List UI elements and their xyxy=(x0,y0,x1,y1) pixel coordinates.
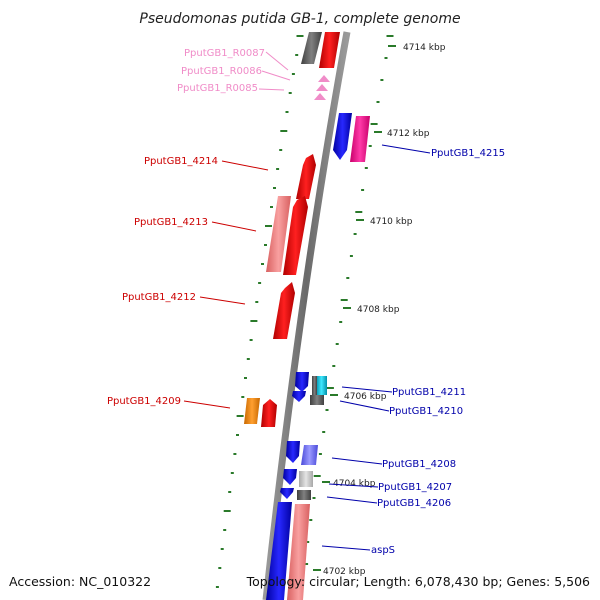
connector-line xyxy=(321,545,371,551)
kbp-tick-label: 4706 kbp xyxy=(344,392,387,402)
feature-cds-reverse xyxy=(283,469,297,485)
feature-label[interactable]: PputGB1_4215 xyxy=(431,148,505,159)
kbp-tick-label: 4704 kbp xyxy=(333,479,376,489)
labels-right: PputGB1_4215 PputGB1_4211 PputGB1_4210 P… xyxy=(371,148,505,556)
connector-line xyxy=(258,88,285,91)
feature-cds-forward xyxy=(319,32,340,68)
label-connectors xyxy=(183,51,431,551)
feature-label[interactable]: PputGB1_4212 xyxy=(122,292,196,303)
feature-label[interactable]: PputGB1_4208 xyxy=(382,459,456,470)
feature-dark-gray xyxy=(310,395,324,405)
tick-ring-right xyxy=(300,35,394,587)
feature-cds-reverse xyxy=(266,502,292,600)
kbp-scale: 4714 kbp 4712 kbp 4710 kbp 4708 kbp 4706… xyxy=(313,43,446,577)
connector-line xyxy=(328,483,379,488)
connector-line xyxy=(326,496,378,504)
genome-backbone xyxy=(262,31,351,600)
feature-label[interactable]: PputGB1_4207 xyxy=(378,482,452,493)
feature-label[interactable]: PputGB1_4209 xyxy=(107,396,181,407)
kbp-tick-label: 4708 kbp xyxy=(357,305,400,315)
connector-line xyxy=(221,160,269,171)
feature-rna xyxy=(316,84,328,91)
connector-line xyxy=(211,221,257,232)
feature-cyan xyxy=(316,376,327,395)
feature-cds-reverse xyxy=(286,441,300,463)
feature-label[interactable]: aspS xyxy=(371,545,395,556)
map-title: Pseudomonas putida GB-1, complete genome xyxy=(139,11,460,27)
connector-line xyxy=(339,400,390,412)
feature-label[interactable]: PputGB1_R0085 xyxy=(177,83,258,94)
feature-label[interactable]: PputGB1_4210 xyxy=(389,406,463,417)
feature-cds-reverse xyxy=(280,488,294,499)
feature-label[interactable]: PputGB1_4211 xyxy=(392,387,466,398)
kbp-tick-label: 4710 kbp xyxy=(370,217,413,227)
feature-cds-reverse-light xyxy=(301,445,318,465)
feature-label[interactable]: PputGB1_4213 xyxy=(134,217,208,228)
feature-rna xyxy=(318,75,330,82)
connector-line xyxy=(265,51,289,71)
feature-light-gray xyxy=(299,471,313,487)
kbp-tick-label: 4702 kbp xyxy=(323,567,366,577)
feature-dark-gray xyxy=(312,376,317,395)
feature-dark-gray xyxy=(297,490,311,500)
feature-cds-reverse xyxy=(292,391,306,402)
feature-cds-forward-light xyxy=(287,504,310,600)
connector-line xyxy=(381,144,431,154)
accession-text: Accession: NC_010322 xyxy=(9,574,151,589)
tick-ring-left xyxy=(215,35,304,588)
connector-line xyxy=(331,457,383,465)
feature-label[interactable]: PputGB1_R0087 xyxy=(184,48,265,59)
feature-cds-reverse xyxy=(333,113,352,160)
connector-line xyxy=(341,386,393,393)
feature-label[interactable]: PputGB1_R0086 xyxy=(181,66,262,77)
kbp-tick-label: 4714 kbp xyxy=(403,43,446,53)
feature-cds-forward xyxy=(261,399,277,427)
feature-cds-forward xyxy=(283,196,308,275)
connector-line xyxy=(261,70,291,81)
feature-rna xyxy=(314,93,326,100)
feature-dark-gray xyxy=(301,32,322,64)
feature-orange xyxy=(244,398,260,424)
feature-label[interactable]: PputGB1_4206 xyxy=(377,498,451,509)
feature-cds-forward xyxy=(296,154,316,199)
connector-line xyxy=(183,400,231,409)
feature-cds-forward-light xyxy=(266,196,291,272)
topology-summary: Topology: circular; Length: 6,078,430 bp… xyxy=(246,574,590,589)
connector-line xyxy=(199,296,246,305)
kbp-tick-label: 4712 kbp xyxy=(387,129,430,139)
feature-label[interactable]: PputGB1_4214 xyxy=(144,156,218,167)
labels-left: PputGB1_R0087 PputGB1_R0086 PputGB1_R008… xyxy=(107,48,265,407)
feature-cds-forward xyxy=(273,282,295,339)
feature-cds-reverse xyxy=(295,372,309,392)
feature-cds-magenta xyxy=(350,116,370,162)
